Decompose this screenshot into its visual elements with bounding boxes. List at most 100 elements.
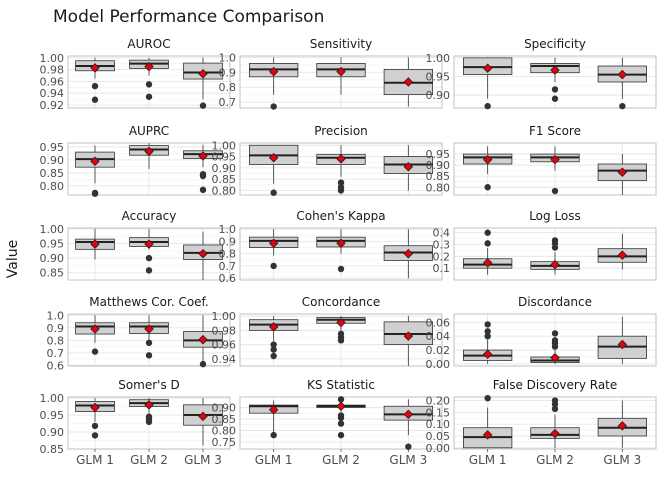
outlier-point	[199, 186, 207, 193]
y-tick-label: 0.06	[426, 316, 451, 329]
mean-marker	[403, 409, 414, 420]
mean-marker	[403, 331, 414, 341]
y-tick-label: 0.98	[212, 324, 237, 337]
x-tick-label: GLM 1	[469, 453, 507, 467]
box-plot-glm-2	[129, 143, 169, 169]
facet-title: Log Loss	[529, 209, 581, 223]
box-plot-glm-2	[530, 57, 580, 102]
box-plot-glm-2	[530, 330, 580, 364]
outlier-point	[145, 93, 153, 100]
x-tick-label: GLM 2	[536, 453, 574, 467]
x-tick-label: GLM 2	[322, 453, 360, 467]
y-tick-label: 0.80	[212, 425, 237, 438]
mean-marker	[617, 167, 628, 177]
mean-marker	[617, 421, 628, 431]
outlier-point	[91, 422, 99, 430]
mean-marker	[336, 401, 346, 412]
box-plot-glm-3	[597, 316, 647, 364]
y-tick-label: 0.15	[426, 406, 451, 419]
box-plot-glm-1	[463, 57, 513, 110]
y-tick-label: 0.7	[219, 260, 237, 273]
y-tick-label: 0.94	[40, 87, 65, 100]
y-tick-label: 0.94	[212, 353, 237, 366]
y-tick-label: 0.4	[433, 227, 451, 240]
outlier-point	[551, 397, 559, 404]
mean-marker	[198, 68, 208, 79]
outlier-point	[199, 172, 207, 180]
box-plot-glm-2	[316, 229, 366, 273]
mean-marker	[144, 61, 154, 72]
y-tick-label: 0.85	[426, 170, 451, 183]
x-tick-label: GLM 1	[255, 453, 293, 467]
facet-panel: Precision 0.800.850.900.951.00	[212, 124, 443, 197]
outlier-point	[484, 332, 491, 340]
outlier-point	[484, 229, 491, 236]
y-tick-label: 1.0	[47, 309, 65, 322]
facet-panel: Cohen's Kappa 0.60.70.80.91.0	[219, 209, 443, 285]
y-tick-label: 0.95	[40, 141, 65, 154]
box-plot-glm-1	[249, 57, 299, 110]
x-tick-label: GLM 3	[389, 453, 427, 467]
y-tick-label: 0.96	[212, 339, 237, 352]
box-plot-glm-2	[316, 57, 366, 95]
outlier-point	[337, 265, 345, 273]
outlier-point	[484, 102, 491, 110]
y-tick-label: 0.7	[47, 347, 65, 360]
mean-marker	[144, 239, 154, 249]
outlier-point	[145, 418, 153, 426]
x-axis: GLM 1 GLM 2 GLM 3 GLM 1 GLM 2 GLM 3 GLM 1 GLM 2…	[76, 449, 641, 467]
box-plot-glm-3	[183, 398, 223, 446]
y-tick-label: 0.90	[40, 154, 65, 167]
mean-marker	[198, 334, 208, 345]
mean-marker	[90, 156, 100, 166]
y-tick-label: 0.04	[426, 330, 451, 343]
facet-title: Concordance	[302, 295, 381, 309]
mean-marker	[550, 352, 560, 363]
panel-border	[239, 55, 443, 109]
mean-marker	[482, 430, 493, 440]
y-tick-label: 0.80	[212, 184, 237, 197]
facet-title: Sensitivity	[310, 37, 372, 51]
panel-border	[453, 227, 657, 281]
y-tick-label: 0.90	[212, 401, 237, 414]
facet-title: Accuracy	[122, 209, 177, 223]
panel-border	[453, 313, 657, 367]
facet-panel: AUPRC 0.800.850.900.95	[40, 124, 231, 197]
mean-marker	[336, 154, 346, 164]
box-plot-glm-1	[463, 321, 513, 364]
mean-marker	[268, 404, 279, 415]
y-tick-label: 0.95	[212, 151, 237, 164]
facet-panel: F1 Score 0.800.850.900.95	[426, 124, 657, 196]
mean-marker	[198, 151, 208, 161]
mean-marker	[550, 65, 560, 75]
y-tick-label: 0.92	[40, 99, 65, 112]
box-plot-glm-2	[530, 237, 580, 275]
outlier-point	[91, 348, 99, 355]
mean-marker	[403, 248, 414, 259]
outlier-point	[551, 337, 559, 344]
box-plot-glm-1	[249, 400, 299, 439]
y-tick-label: 1.00	[212, 310, 237, 323]
y-tick-label: 0.80	[40, 180, 65, 193]
mean-marker	[336, 317, 346, 328]
panel-border	[453, 142, 657, 196]
y-tick-label: 0.85	[40, 167, 65, 180]
mean-marker	[90, 63, 100, 73]
mean-marker	[617, 69, 628, 80]
mean-marker	[403, 161, 414, 172]
mean-marker	[90, 324, 100, 334]
outlier-point	[551, 86, 559, 93]
facet-title: Cohen's Kappa	[296, 209, 385, 223]
outlier-point	[551, 237, 559, 244]
y-tick-label: 0.7	[219, 96, 237, 109]
y-tick-label: 0.9	[219, 66, 237, 79]
box-plot-glm-1	[463, 394, 513, 449]
outlier-point	[270, 352, 277, 360]
y-tick-label: 0.02	[426, 344, 451, 357]
outlier-point	[199, 102, 207, 109]
panel-border	[453, 55, 657, 109]
box-plot-glm-3	[597, 154, 647, 195]
outlier-point	[145, 81, 153, 88]
mean-marker	[268, 66, 279, 77]
